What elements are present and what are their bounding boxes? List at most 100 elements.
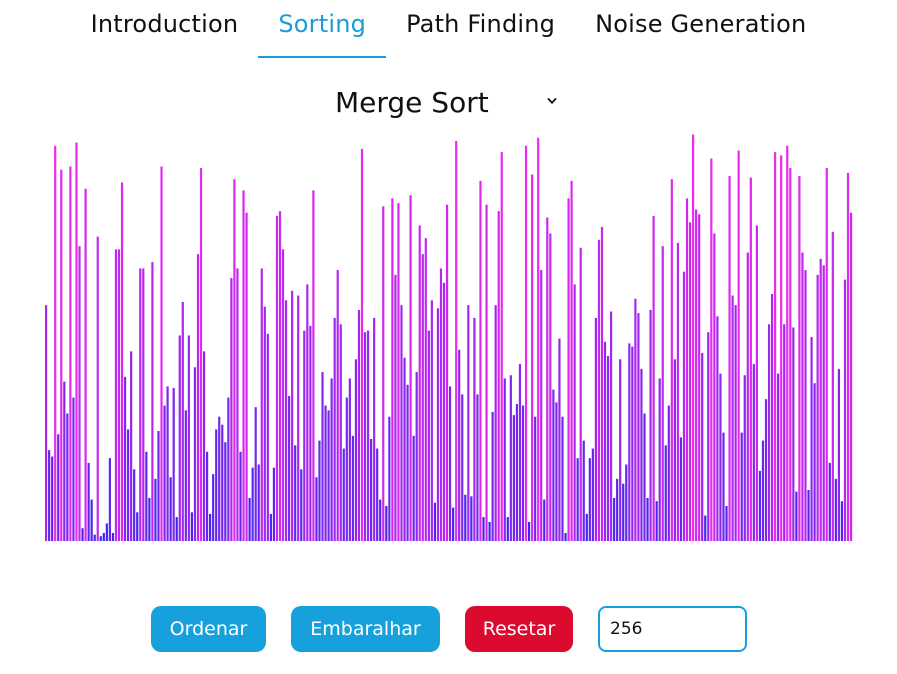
bar-206: [670, 179, 673, 541]
bar-54: [209, 513, 212, 541]
bar-8: [69, 166, 72, 541]
bar-121: [412, 435, 415, 541]
bar-29: [133, 469, 136, 541]
bar-24: [117, 249, 121, 541]
bar-84: [300, 469, 303, 541]
sort-button[interactable]: Ordenar: [151, 606, 266, 652]
bar-252: [810, 337, 813, 541]
bar-250: [804, 270, 807, 541]
bar-264: [846, 172, 850, 541]
tab-noise-generation[interactable]: Noise Generation: [595, 10, 807, 38]
bar-182: [597, 239, 601, 541]
bar-105: [363, 332, 367, 541]
bar-195: [637, 313, 640, 541]
bar-263: [843, 279, 847, 542]
bar-59: [224, 442, 227, 541]
bar-176: [579, 247, 582, 541]
bar-153: [509, 375, 512, 541]
bar-46: [184, 410, 187, 541]
bar-73: [266, 333, 269, 541]
bar-26: [123, 376, 127, 541]
bar-245: [789, 168, 792, 541]
bar-219: [710, 158, 713, 541]
bar-158: [524, 145, 528, 541]
bar-118: [403, 357, 406, 541]
bar-86: [306, 284, 309, 541]
bar-14: [87, 462, 90, 541]
bar-31: [139, 268, 142, 541]
bar-47: [187, 335, 190, 541]
bar-193: [631, 346, 634, 541]
bar-261: [837, 368, 840, 542]
bar-102: [354, 359, 358, 541]
bar-93: [327, 410, 330, 541]
bar-48: [190, 512, 193, 541]
shuffle-button[interactable]: Embaralhar: [291, 606, 440, 652]
bar-239: [770, 293, 774, 541]
bar-13: [84, 188, 87, 541]
bar-99: [345, 397, 348, 541]
bar-37: [157, 431, 160, 541]
bar-133: [449, 386, 452, 541]
bar-191: [625, 464, 628, 541]
bar-141: [473, 317, 476, 542]
bar-258: [828, 462, 831, 541]
bar-131: [442, 282, 446, 541]
sort-button-label: Ordenar: [169, 618, 248, 640]
bar-187: [613, 497, 616, 541]
bar-230: [743, 375, 746, 541]
bar-101: [351, 435, 354, 541]
bar-159: [527, 521, 531, 542]
bar-215: [698, 214, 701, 541]
bar-209: [679, 437, 683, 541]
bar-240: [774, 152, 777, 542]
bar-61: [230, 278, 233, 541]
bar-62: [233, 179, 236, 541]
reset-button[interactable]: Resetar: [465, 606, 573, 652]
bar-251: [807, 490, 810, 541]
bar-147: [491, 411, 494, 541]
bar-164: [543, 499, 546, 541]
bar-177: [582, 440, 585, 541]
bar-53: [205, 451, 209, 541]
bar-27: [127, 429, 130, 541]
bar-232: [749, 177, 752, 542]
bar-109: [376, 448, 379, 541]
bar-76: [275, 215, 279, 542]
bar-243: [783, 324, 786, 541]
bar-254: [816, 274, 819, 541]
bar-237: [764, 399, 768, 541]
bar-119: [406, 384, 409, 541]
bar-231: [746, 252, 749, 541]
bar-111: [382, 206, 385, 541]
bar-218: [707, 332, 710, 541]
bar-41: [169, 477, 172, 541]
controls-bar: Ordenar Embaralhar Resetar: [0, 606, 897, 652]
bar-204: [664, 445, 667, 542]
algorithm-select[interactable]: Merge Sort: [335, 82, 565, 122]
bar-66: [245, 212, 248, 541]
bar-71: [260, 268, 263, 541]
tab-introduction[interactable]: Introduction: [90, 10, 239, 38]
bar-194: [634, 298, 637, 541]
bar-256: [822, 265, 825, 541]
bar-188: [616, 478, 619, 541]
bar-207: [673, 359, 676, 541]
bar-169: [558, 338, 561, 541]
bar-22: [111, 533, 115, 541]
bar-257: [825, 168, 828, 541]
bar-82: [294, 445, 297, 542]
bar-57: [218, 416, 221, 541]
bar-220: [713, 233, 716, 541]
tab-sorting[interactable]: Sorting: [258, 0, 387, 58]
bar-106: [366, 330, 370, 542]
bar-44: [178, 335, 181, 541]
array-size-input[interactable]: [598, 606, 747, 652]
bar-16: [93, 534, 96, 542]
tab-path-finding[interactable]: Path Finding: [406, 10, 556, 38]
bar-253: [813, 383, 816, 541]
bar-113: [388, 416, 391, 541]
bar-174: [573, 284, 576, 541]
bar-247: [795, 491, 798, 541]
bar-199: [649, 309, 652, 541]
